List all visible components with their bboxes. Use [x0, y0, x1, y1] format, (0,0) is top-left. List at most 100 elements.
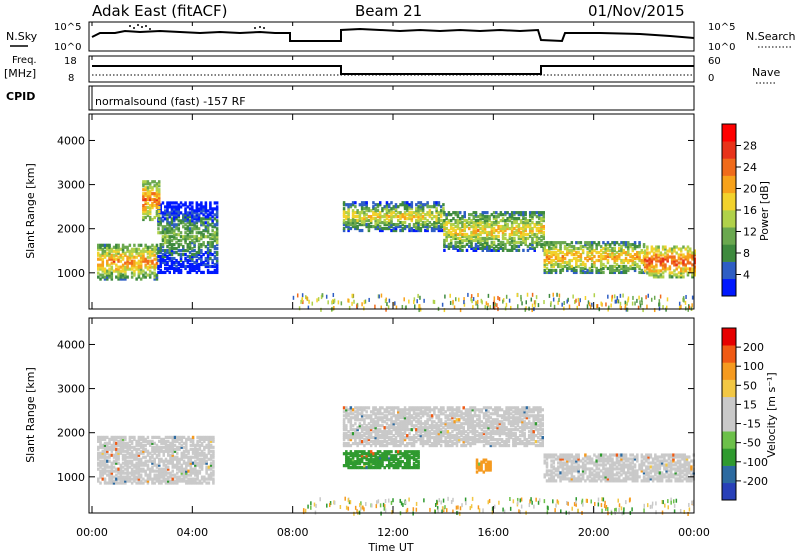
power-cell	[133, 244, 136, 247]
power-cell	[214, 213, 217, 216]
velocity-cell	[377, 428, 380, 431]
velocity-cell	[108, 454, 111, 457]
velocity-cell	[478, 432, 481, 435]
power-cell	[518, 249, 521, 252]
power-cell	[684, 255, 687, 258]
power-cell	[678, 275, 681, 278]
power-cell	[587, 304, 589, 308]
velocity-cell	[402, 408, 405, 411]
power-cell	[518, 223, 521, 226]
power-cell	[182, 235, 185, 238]
velocity-cell	[383, 414, 386, 417]
power-cell	[546, 241, 549, 244]
power-cell	[406, 201, 409, 204]
power-cell	[497, 247, 500, 250]
power-cell	[518, 245, 521, 248]
power-cell	[431, 205, 434, 208]
velocity-cell	[411, 414, 414, 417]
velocity-cell	[129, 436, 132, 439]
power-cell	[538, 227, 541, 230]
power-cell	[140, 277, 143, 280]
velocity-cell	[144, 438, 147, 441]
power-cell	[482, 243, 485, 246]
power-cell	[467, 293, 469, 297]
power-cell	[151, 248, 154, 251]
velocity-cell	[97, 477, 100, 480]
velocity-cell	[476, 408, 479, 411]
power-cell	[211, 259, 214, 262]
power-cell	[566, 243, 569, 246]
power-cell	[158, 188, 161, 191]
power-cell	[500, 241, 503, 244]
power-cell	[364, 300, 366, 304]
power-cell	[479, 231, 482, 234]
velocity-cell	[165, 458, 168, 461]
power-cell	[482, 225, 485, 228]
power-cell	[452, 233, 455, 236]
power-echo-cells	[97, 180, 696, 312]
velocity-cell	[438, 424, 441, 427]
power-cell	[191, 247, 194, 250]
power-cell	[171, 235, 174, 238]
power-cell	[184, 207, 187, 210]
power-cell	[450, 301, 452, 305]
power-cell	[147, 210, 150, 213]
velocity-cell	[505, 438, 508, 441]
power-cell	[504, 243, 507, 246]
power-cell	[111, 254, 114, 257]
velocity-cell	[501, 438, 504, 441]
power-cell	[175, 233, 178, 236]
power-cell	[457, 241, 460, 244]
power-cell	[450, 223, 453, 226]
velocity-cell	[510, 420, 512, 423]
power-cell	[363, 201, 366, 204]
power-cell	[151, 192, 154, 195]
power-cell	[363, 306, 365, 310]
power-cell	[445, 245, 448, 248]
power-cell	[529, 243, 532, 246]
power-cell	[527, 293, 529, 297]
velocity-cell	[167, 466, 170, 469]
power-cell	[629, 243, 632, 246]
power-cell	[617, 296, 619, 300]
power-cell	[131, 272, 134, 275]
velocity-cell	[199, 479, 202, 482]
power-cell	[629, 259, 632, 262]
power-cell	[682, 259, 685, 262]
power-cell	[111, 272, 114, 275]
velocity-cell	[343, 442, 346, 445]
power-cell	[424, 221, 427, 224]
power-cell	[653, 257, 656, 260]
power-cell	[445, 231, 448, 234]
velocity-cell	[374, 420, 377, 423]
power-cell	[466, 243, 469, 246]
power-cell	[361, 302, 363, 306]
velocity-cell	[102, 444, 105, 447]
power-cell	[566, 267, 569, 270]
power-cell	[173, 201, 176, 204]
power-cell	[169, 271, 172, 274]
power-cell	[461, 239, 464, 242]
velocity-cell	[151, 460, 154, 463]
power-cell	[488, 223, 491, 226]
power-cell	[644, 249, 647, 252]
power-cell	[651, 255, 654, 258]
power-cell	[473, 297, 475, 301]
power-cell	[368, 298, 370, 302]
velocity-cell	[106, 436, 109, 439]
velocity-cell	[343, 410, 346, 413]
power-cell	[180, 235, 183, 238]
power-cell	[543, 300, 545, 304]
velocity-cell	[156, 474, 159, 477]
power-cell	[542, 225, 545, 228]
power-colorbar-label: Power [dB]	[758, 181, 771, 241]
velocity-cell	[212, 450, 215, 453]
power-cell	[646, 305, 648, 309]
power-cell	[598, 241, 601, 244]
velocity-cell	[111, 444, 114, 447]
power-cell	[454, 229, 457, 232]
velocity-cell	[490, 406, 493, 409]
power-cell	[211, 225, 214, 228]
power-cell	[316, 298, 318, 302]
velocity-cell	[129, 460, 132, 463]
